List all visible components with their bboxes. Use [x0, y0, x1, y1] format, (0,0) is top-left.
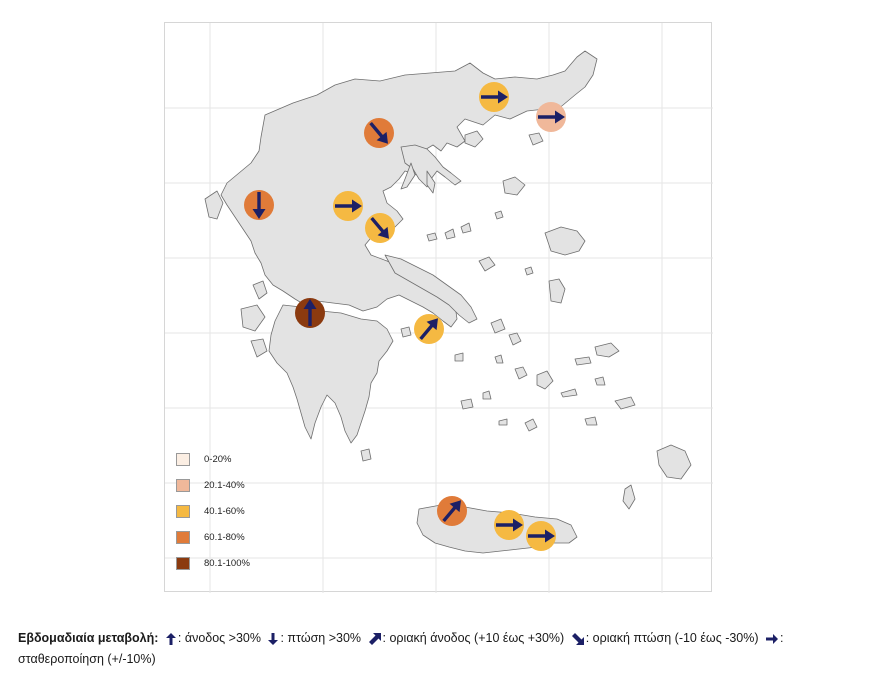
marker-layer — [244, 82, 566, 551]
legend-swatch — [176, 479, 190, 492]
mainland-north — [220, 50, 598, 328]
lesvos — [544, 226, 586, 256]
caption-right: : σταθεροποίηση (+/-10%) — [18, 631, 784, 666]
caption-down: : πτώση >30% — [280, 631, 362, 645]
samothraki — [528, 132, 544, 146]
marker-arrow-icon — [252, 192, 266, 219]
marker-arrow-icon — [481, 90, 508, 104]
aegina — [400, 326, 412, 338]
marker-arrow-icon — [419, 318, 438, 341]
marker-arrow-icon — [442, 500, 461, 523]
psara — [524, 266, 534, 276]
marker-arrow-icon — [538, 110, 565, 124]
tinos — [508, 332, 522, 346]
legend-item: 20.1-40% — [176, 476, 250, 495]
rhodes — [656, 444, 692, 480]
astypalaia — [584, 416, 598, 426]
marker-achaia — [295, 298, 325, 328]
ikaria — [574, 356, 592, 366]
caption: Εβδομαδιαία μεταβολή: : άνοδος >30% : πτ… — [18, 628, 868, 670]
thasos — [464, 130, 484, 148]
legend-label: 60.1-80% — [204, 532, 245, 543]
paros — [514, 366, 528, 380]
leros — [594, 376, 606, 386]
kythera — [360, 448, 372, 462]
marker-arrow-icon — [369, 121, 388, 144]
syros — [494, 354, 504, 364]
arrow-down-right-icon — [571, 632, 584, 645]
land-shapes — [204, 50, 692, 554]
marker-xanthi — [479, 82, 509, 112]
legend-label: 20.1-40% — [204, 480, 245, 491]
kos — [614, 396, 636, 410]
chalkidiki-fingers — [400, 162, 436, 194]
map-frame — [164, 22, 713, 593]
milos — [460, 398, 474, 410]
marker-ioannina — [244, 190, 274, 220]
skiathos — [426, 232, 438, 242]
marker-arrow-icon — [335, 199, 362, 213]
caption-up: : άνοδος >30% — [177, 631, 261, 645]
folegandros — [498, 418, 508, 426]
legend-swatch — [176, 531, 190, 544]
peloponnese — [268, 304, 394, 444]
caption-title: Εβδομαδιαία μεταβολή: — [18, 631, 159, 645]
marker-thessaloniki — [364, 118, 394, 148]
sifnos — [482, 390, 492, 400]
marker-arrow-icon — [370, 216, 389, 239]
santorini — [524, 418, 538, 432]
arrow-up-icon — [165, 632, 176, 645]
limnos — [502, 176, 526, 196]
legend-item: 0-20% — [176, 450, 250, 469]
skopelos — [444, 228, 456, 240]
arrow-right-icon — [766, 633, 779, 644]
andros — [490, 318, 506, 334]
marker-heraklion — [494, 510, 524, 540]
marker-evros — [536, 102, 566, 132]
amorgos — [560, 388, 578, 398]
marker-lasithi — [526, 521, 556, 551]
legend-swatch — [176, 557, 190, 570]
naxos — [536, 370, 554, 390]
euboea — [384, 254, 478, 324]
legend: 0-20% 20.1-40% 40.1-60% 60.1-80% 80.1-10… — [176, 450, 250, 580]
zakynthos — [250, 338, 268, 358]
chalkidiki — [400, 144, 462, 188]
legend-label: 80.1-100% — [204, 558, 250, 569]
karpathos — [622, 484, 636, 510]
corfu — [204, 190, 224, 220]
legend-label: 0-20% — [204, 454, 232, 465]
legend-item: 80.1-100% — [176, 554, 250, 573]
marker-magnesia — [365, 213, 395, 243]
marker-arrow-icon — [528, 529, 555, 543]
legend-item: 60.1-80% — [176, 528, 250, 547]
marker-arrow-icon — [303, 299, 317, 326]
caption-up-right: : οριακή άνοδος (+10 έως +30%) — [382, 631, 565, 645]
kea — [454, 352, 464, 362]
ag-efstratios — [494, 210, 504, 220]
kefalonia — [240, 304, 266, 332]
chios — [548, 278, 566, 304]
legend-swatch — [176, 453, 190, 466]
marker-larissa — [333, 191, 363, 221]
marker-chania — [437, 496, 467, 526]
alonissos — [460, 222, 472, 234]
legend-swatch — [176, 505, 190, 518]
caption-down-right: : οριακή πτώση (-10 έως -30%) — [585, 631, 759, 645]
arrow-up-right-icon — [368, 632, 381, 645]
marker-attica — [414, 314, 444, 344]
legend-item: 40.1-60% — [176, 502, 250, 521]
legend-label: 40.1-60% — [204, 506, 245, 517]
greece-map — [165, 23, 713, 593]
arrow-down-icon — [268, 632, 279, 645]
lefkada — [252, 280, 268, 300]
skyros — [478, 256, 496, 272]
samos — [594, 342, 620, 358]
marker-arrow-icon — [496, 518, 523, 532]
